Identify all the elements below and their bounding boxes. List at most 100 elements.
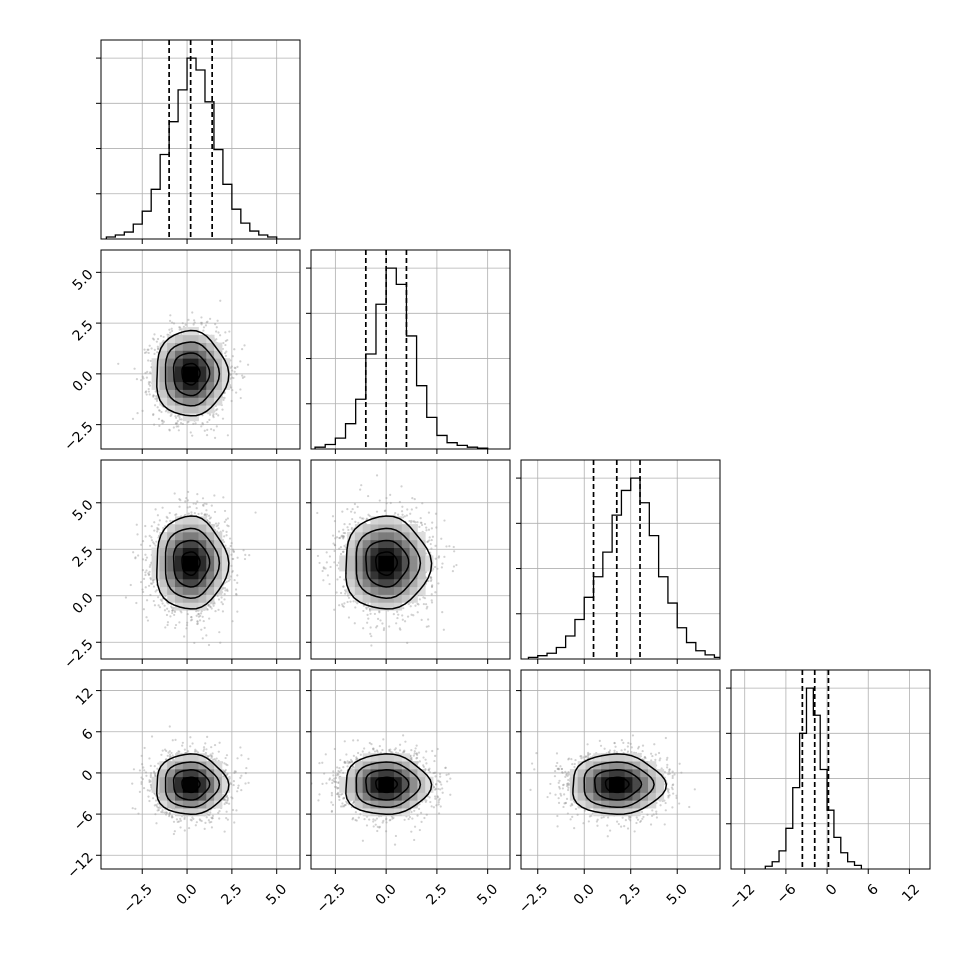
sample-point (200, 610, 203, 613)
sample-point (144, 771, 148, 774)
sample-point (409, 758, 412, 761)
sample-point (403, 750, 406, 753)
sample-point (616, 820, 619, 823)
sample-point (210, 428, 213, 431)
density-cell (393, 808, 403, 817)
sample-point (225, 534, 228, 537)
density-cell (354, 594, 364, 603)
sample-point (384, 830, 388, 833)
density-cell (206, 800, 215, 809)
sample-point (331, 515, 335, 518)
sample-point (613, 749, 616, 752)
density-cell (378, 586, 387, 595)
sample-point (566, 812, 569, 815)
sample-point (222, 793, 225, 796)
sample-point (223, 762, 226, 765)
sample-point (224, 589, 227, 592)
sample-point (206, 813, 210, 816)
density-cell (167, 792, 176, 801)
sample-point (226, 339, 229, 342)
sample-point (650, 752, 653, 755)
sample-point (222, 496, 225, 499)
sample-point (424, 758, 427, 761)
sample-point (177, 425, 180, 428)
sample-point (178, 621, 181, 624)
density-cell (198, 547, 207, 556)
sample-point (412, 614, 415, 617)
density-cell (175, 594, 184, 603)
sample-point (391, 815, 394, 819)
sample-point (205, 502, 208, 506)
sample-point (144, 586, 147, 589)
sample-point (414, 521, 417, 524)
sample-point (560, 767, 564, 771)
sample-point (210, 607, 213, 610)
density-cell (401, 808, 410, 817)
sample-point (334, 537, 337, 540)
density-cell (386, 586, 395, 595)
sample-point (430, 585, 434, 589)
sample-point (362, 604, 365, 607)
sample-point (322, 579, 325, 582)
sample-point (244, 782, 247, 785)
density-cell (182, 531, 192, 541)
density-cell (425, 555, 434, 564)
sample-point (368, 751, 371, 754)
sample-point (322, 566, 325, 569)
sample-point (202, 619, 205, 623)
sample-point (230, 796, 233, 799)
sample-point (556, 761, 559, 765)
sample-point (147, 573, 150, 576)
sample-point (203, 748, 206, 751)
sample-point (226, 799, 229, 802)
sample-point (145, 351, 148, 354)
density-cell (167, 539, 176, 548)
contour-line (164, 761, 221, 809)
density-cell (182, 397, 192, 406)
sample-point (342, 585, 345, 588)
sample-point (417, 603, 420, 606)
sample-point (232, 376, 235, 380)
sample-point (448, 545, 451, 548)
sample-point (336, 792, 339, 796)
sample-point (361, 839, 364, 842)
sample-point (153, 333, 156, 336)
density-cell (190, 800, 199, 809)
density-cell (214, 389, 223, 398)
sample-point (365, 824, 369, 827)
density-cell (417, 571, 426, 580)
sample-point (343, 578, 346, 581)
sample-point (452, 565, 456, 568)
density-cell (190, 586, 199, 595)
sample-point (233, 770, 236, 773)
sample-point (194, 748, 197, 751)
sample-point (355, 758, 358, 761)
density-cell (378, 594, 387, 603)
sample-point (368, 741, 371, 745)
sample-point (194, 422, 197, 425)
sample-point (652, 813, 655, 816)
density-cell (175, 578, 184, 588)
density-cell (190, 768, 199, 778)
sample-point (206, 320, 209, 323)
sample-point (226, 772, 229, 775)
sample-point (410, 613, 413, 616)
sample-point (136, 412, 139, 415)
sample-point (170, 413, 173, 416)
sample-point (154, 508, 157, 511)
sample-point (213, 436, 217, 439)
sample-point (145, 599, 149, 602)
sample-point (336, 791, 340, 794)
sample-point (408, 519, 411, 523)
density-cell (175, 761, 184, 770)
sample-point (338, 770, 341, 774)
sample-point (149, 780, 152, 783)
density-cell (182, 334, 192, 343)
density-cell (167, 563, 176, 572)
density-cell (354, 761, 364, 770)
density-cell (214, 381, 223, 390)
sample-point (555, 752, 559, 755)
density-cell (370, 776, 379, 785)
sample-point (336, 766, 339, 769)
sample-point (149, 593, 152, 597)
